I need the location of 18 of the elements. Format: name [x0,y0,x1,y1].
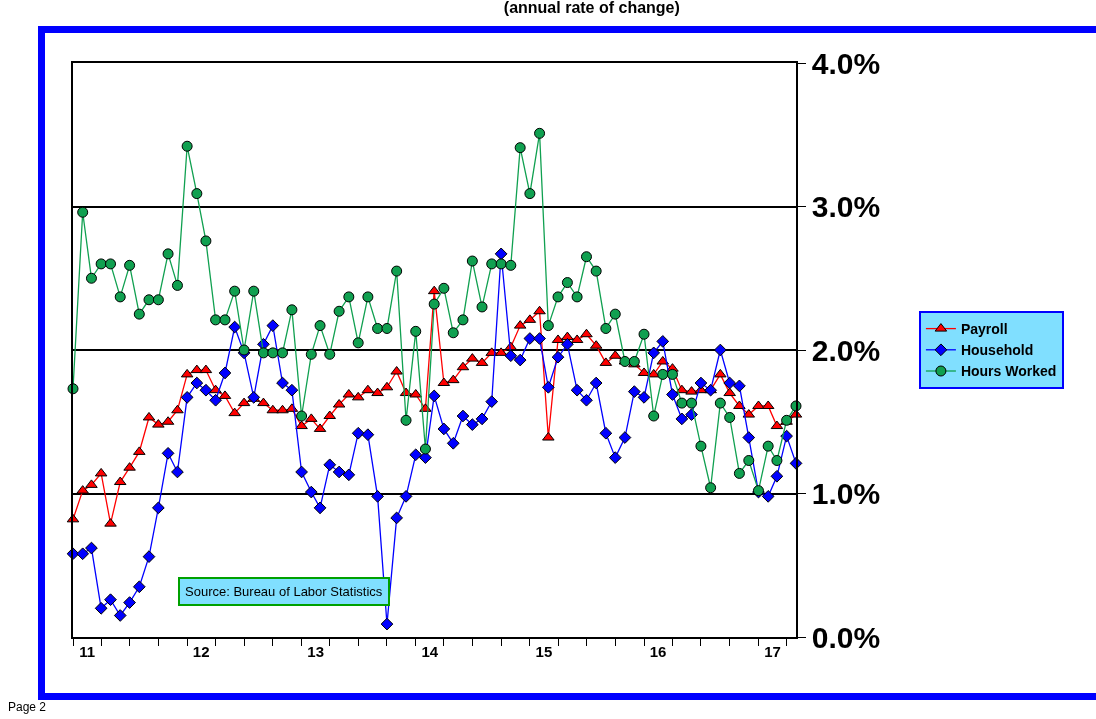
x-tick-label: 17 [764,642,781,660]
text: Page 2 [8,700,47,714]
y-tick-label: 0.0% [811,620,881,654]
y-tick-label: 2.0% [811,333,881,367]
legend-label: Payroll [960,321,1008,338]
chart-title: (annual rate of change) [503,0,680,17]
x-tick-label: 16 [649,642,667,660]
y-tick-label: 4.0% [811,46,881,80]
x-tick-label: 11 [79,642,95,660]
legend-label: Hours Worked [960,363,1057,380]
legend-label: Household [960,342,1034,359]
x-tick-label: 14 [421,642,439,660]
x-tick-label: 15 [535,642,553,660]
x-tick-label: 13 [307,642,325,660]
y-tick-label: 1.0% [811,477,881,510]
annotation: Source: Bureau of Labor Statistics [185,584,383,599]
x-tick-label: 12 [192,642,210,660]
y-tick-label: 3.0% [811,190,881,223]
